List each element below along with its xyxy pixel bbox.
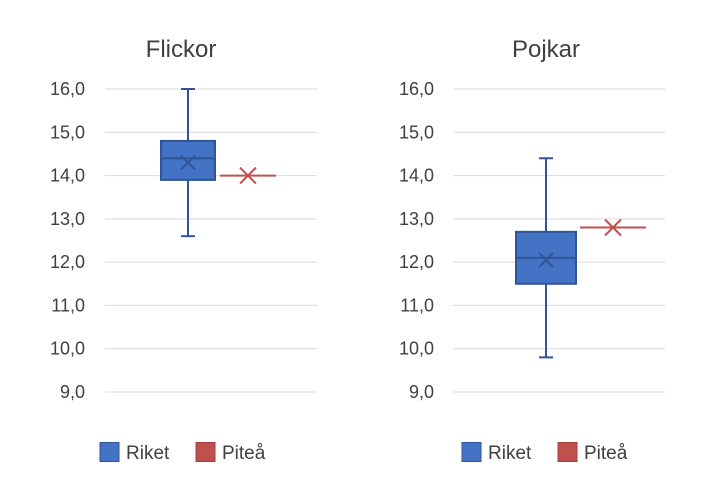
chart-panel-1: Flickor 16,0 15,0 14,0 13,0 12,0 11,0 10,0 9,0 Ri…	[50, 36, 317, 464]
y-tick-label: 14,0	[50, 166, 85, 186]
y-tick-label: 16,0	[399, 79, 434, 99]
legend-label-pitea: Piteå	[222, 443, 266, 464]
y-tick-label: 10,0	[399, 339, 434, 359]
mean-marker	[180, 154, 196, 171]
chart-panel-2: Pojkar 16,0 15,0 14,0 13,0 12,0 11,0 10,0 9,0 Rik…	[399, 36, 665, 464]
y-tick-label: 13,0	[50, 209, 85, 229]
y-tick-label: 15,0	[50, 122, 85, 142]
mean-marker	[538, 252, 554, 268]
pitea-marker	[604, 218, 622, 237]
y-tick-label: 13,0	[399, 209, 434, 229]
y-tick-label: 15,0	[399, 122, 434, 142]
legend-swatch-pitea	[195, 442, 216, 462]
legend-label-pitea: Piteå	[584, 443, 628, 464]
y-tick-label: 9,0	[60, 382, 85, 402]
y-tick-label: 11,0	[400, 295, 434, 315]
y-tick-label: 12,0	[399, 252, 434, 272]
chart-title: Flickor	[146, 36, 217, 63]
y-tick-label: 9,0	[409, 382, 434, 402]
legend: Riket Piteå	[99, 442, 266, 464]
y-tick-label: 12,0	[50, 252, 85, 272]
legend-label-riket: Riket	[126, 443, 170, 464]
y-tick-label: 10,0	[50, 339, 85, 359]
legend: Riket Piteå	[461, 442, 628, 464]
y-tick-label: 16,0	[50, 79, 85, 99]
legend-swatch-riket	[99, 442, 120, 462]
pitea-marker	[239, 166, 257, 185]
riket-box	[160, 139, 216, 181]
chart-title: Pojkar	[512, 36, 580, 63]
y-tick-label: 11,0	[51, 295, 85, 315]
legend-label-riket: Riket	[488, 443, 532, 464]
y-tick-label: 14,0	[399, 166, 434, 186]
legend-swatch-pitea	[557, 442, 578, 462]
legend-swatch-riket	[461, 442, 482, 462]
